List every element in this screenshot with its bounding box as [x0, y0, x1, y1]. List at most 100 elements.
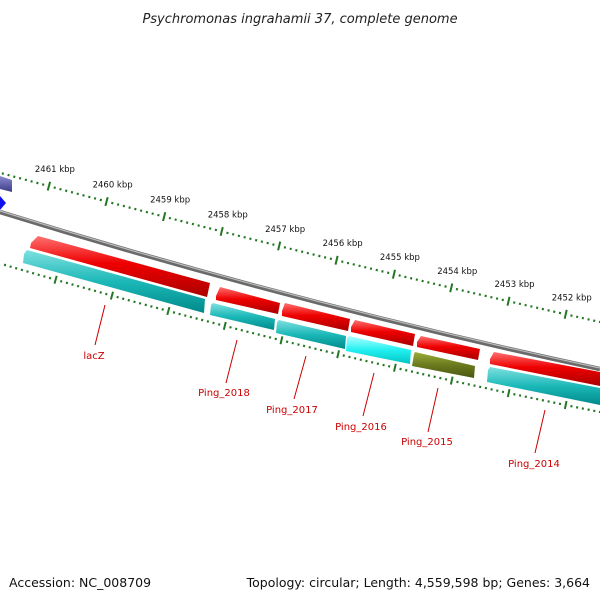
inner-tick-minor: [184, 314, 187, 317]
gene-ping2017-reverse: [276, 320, 346, 349]
gene-label-ping2016: Ping_2016: [335, 422, 387, 433]
scale-tick-minor: [53, 186, 56, 189]
inner-tick-minor: [88, 287, 91, 291]
scale-tick-minor: [99, 198, 103, 202]
scale-tick-minor: [36, 181, 39, 185]
scale-tick-minor: [266, 241, 269, 245]
scale-tick-minor: [553, 310, 556, 314]
scale-tick-minor: [478, 293, 482, 296]
scale-tick-minor: [541, 307, 545, 311]
inner-tick-minor: [20, 268, 24, 272]
scale-tick-minor: [24, 178, 28, 182]
inner-tick-minor: [48, 276, 52, 280]
scale-tick-major: [277, 241, 282, 251]
scale-tick-minor: [375, 268, 378, 272]
scale-tick-minor: [249, 237, 252, 241]
scale-tick-minor: [145, 210, 149, 214]
scale-tick-minor: [467, 290, 470, 294]
inner-tick-minor: [138, 302, 142, 305]
leader-line-ping2014: [534, 409, 546, 454]
gene-labels: lacZ Ping_2018 Ping_2017 Ping_2016 Ping_…: [83, 304, 560, 470]
gene-ping2015-reverse: [412, 352, 475, 378]
scale-tick-minor: [168, 216, 172, 220]
inner-tick-minor: [251, 331, 255, 335]
scale-tick-minor: [593, 319, 596, 323]
gene-ping2014-forward: [490, 352, 600, 386]
accession-text: Accession: NC_008709: [9, 575, 151, 590]
scale-tick-minor: [455, 287, 459, 291]
scale-label: 2453 kbp: [495, 280, 535, 290]
scale-tick-minor: [59, 187, 62, 191]
inner-tick-minor: [161, 308, 164, 311]
scale-tick-minor: [409, 276, 413, 280]
inner-tick-minor: [456, 380, 459, 384]
scale-tick-major: [104, 196, 109, 207]
genome-backbone: [0, 209, 600, 372]
scale-tick-minor: [421, 279, 424, 283]
scale-tick-minor: [111, 201, 114, 205]
inner-tick-major: [449, 376, 454, 385]
inner-tick-minor: [370, 361, 374, 364]
scale-tick-minor: [444, 285, 447, 288]
inner-tick-minor: [570, 404, 573, 408]
scale-tick-minor: [226, 231, 229, 235]
scale-tick-minor: [398, 274, 401, 277]
inner-tick-minor: [575, 406, 579, 409]
partial-gene-blue: [0, 196, 6, 210]
scale-tick-minor: [306, 251, 310, 255]
scale-tick-minor: [41, 183, 45, 186]
map-title: Psychromonas ingrahamii 37, complete gen…: [142, 12, 457, 27]
inner-tick-major: [279, 336, 284, 345]
scale-tick-minor: [587, 318, 590, 321]
inner-tick-minor: [212, 321, 215, 325]
inner-tick-major: [109, 291, 114, 300]
inner-tick-minor: [405, 368, 408, 372]
inner-tick-minor: [93, 289, 97, 293]
scale-label: 2459 kbp: [150, 196, 190, 206]
inner-tick-minor: [581, 407, 585, 410]
scale-tick-minor: [1, 172, 5, 175]
inner-tick-minor: [76, 284, 80, 288]
scale-tick-minor: [197, 224, 200, 227]
inner-tick-minor: [314, 347, 317, 351]
scale-tick-minor: [128, 206, 131, 209]
inner-tick-minor: [410, 370, 414, 373]
inner-tick-minor: [178, 312, 181, 316]
scale-tick-minor: [134, 207, 137, 211]
scale-tick-minor: [283, 246, 287, 249]
inner-tick-major: [393, 363, 397, 372]
inner-tick-minor: [240, 328, 244, 332]
scale-tick-minor: [358, 264, 361, 268]
scale-tick-minor: [490, 295, 493, 299]
scale-tick-minor: [581, 316, 585, 320]
gene-ping2017-forward: [282, 303, 350, 331]
inner-tick-minor: [353, 357, 357, 360]
inner-tick-minor: [116, 295, 119, 299]
inner-tick-minor: [31, 271, 35, 275]
scale-tick-major: [46, 181, 52, 191]
scale-tick-minor: [93, 197, 97, 200]
inner-tick-minor: [150, 305, 153, 308]
scale-tick-minor: [180, 219, 183, 223]
scale-tick-minor: [88, 195, 91, 199]
scale-tick-minor: [432, 282, 436, 286]
scale-tick-minor: [203, 225, 206, 229]
inner-tick-minor: [416, 371, 419, 375]
gene-ping2016-forward: [351, 320, 415, 346]
inner-tick-minor: [444, 378, 448, 381]
scale-tick-minor: [558, 311, 562, 315]
gene-lacZ-reverse: [23, 250, 205, 313]
scale-tick-minor: [151, 212, 154, 215]
scale-tick-minor: [501, 298, 504, 302]
inner-tick-minor: [308, 346, 311, 349]
inner-tick-minor: [382, 363, 385, 367]
inner-tick-minor: [229, 326, 232, 329]
scale-tick-major: [449, 283, 454, 293]
scale-tick-major: [391, 269, 396, 279]
scale-tick-minor: [116, 203, 120, 206]
inner-tick-minor: [234, 327, 238, 331]
scale-label: 2454 kbp: [437, 267, 477, 277]
inner-tick-minor: [206, 320, 210, 323]
scale-tick-minor: [415, 278, 419, 281]
